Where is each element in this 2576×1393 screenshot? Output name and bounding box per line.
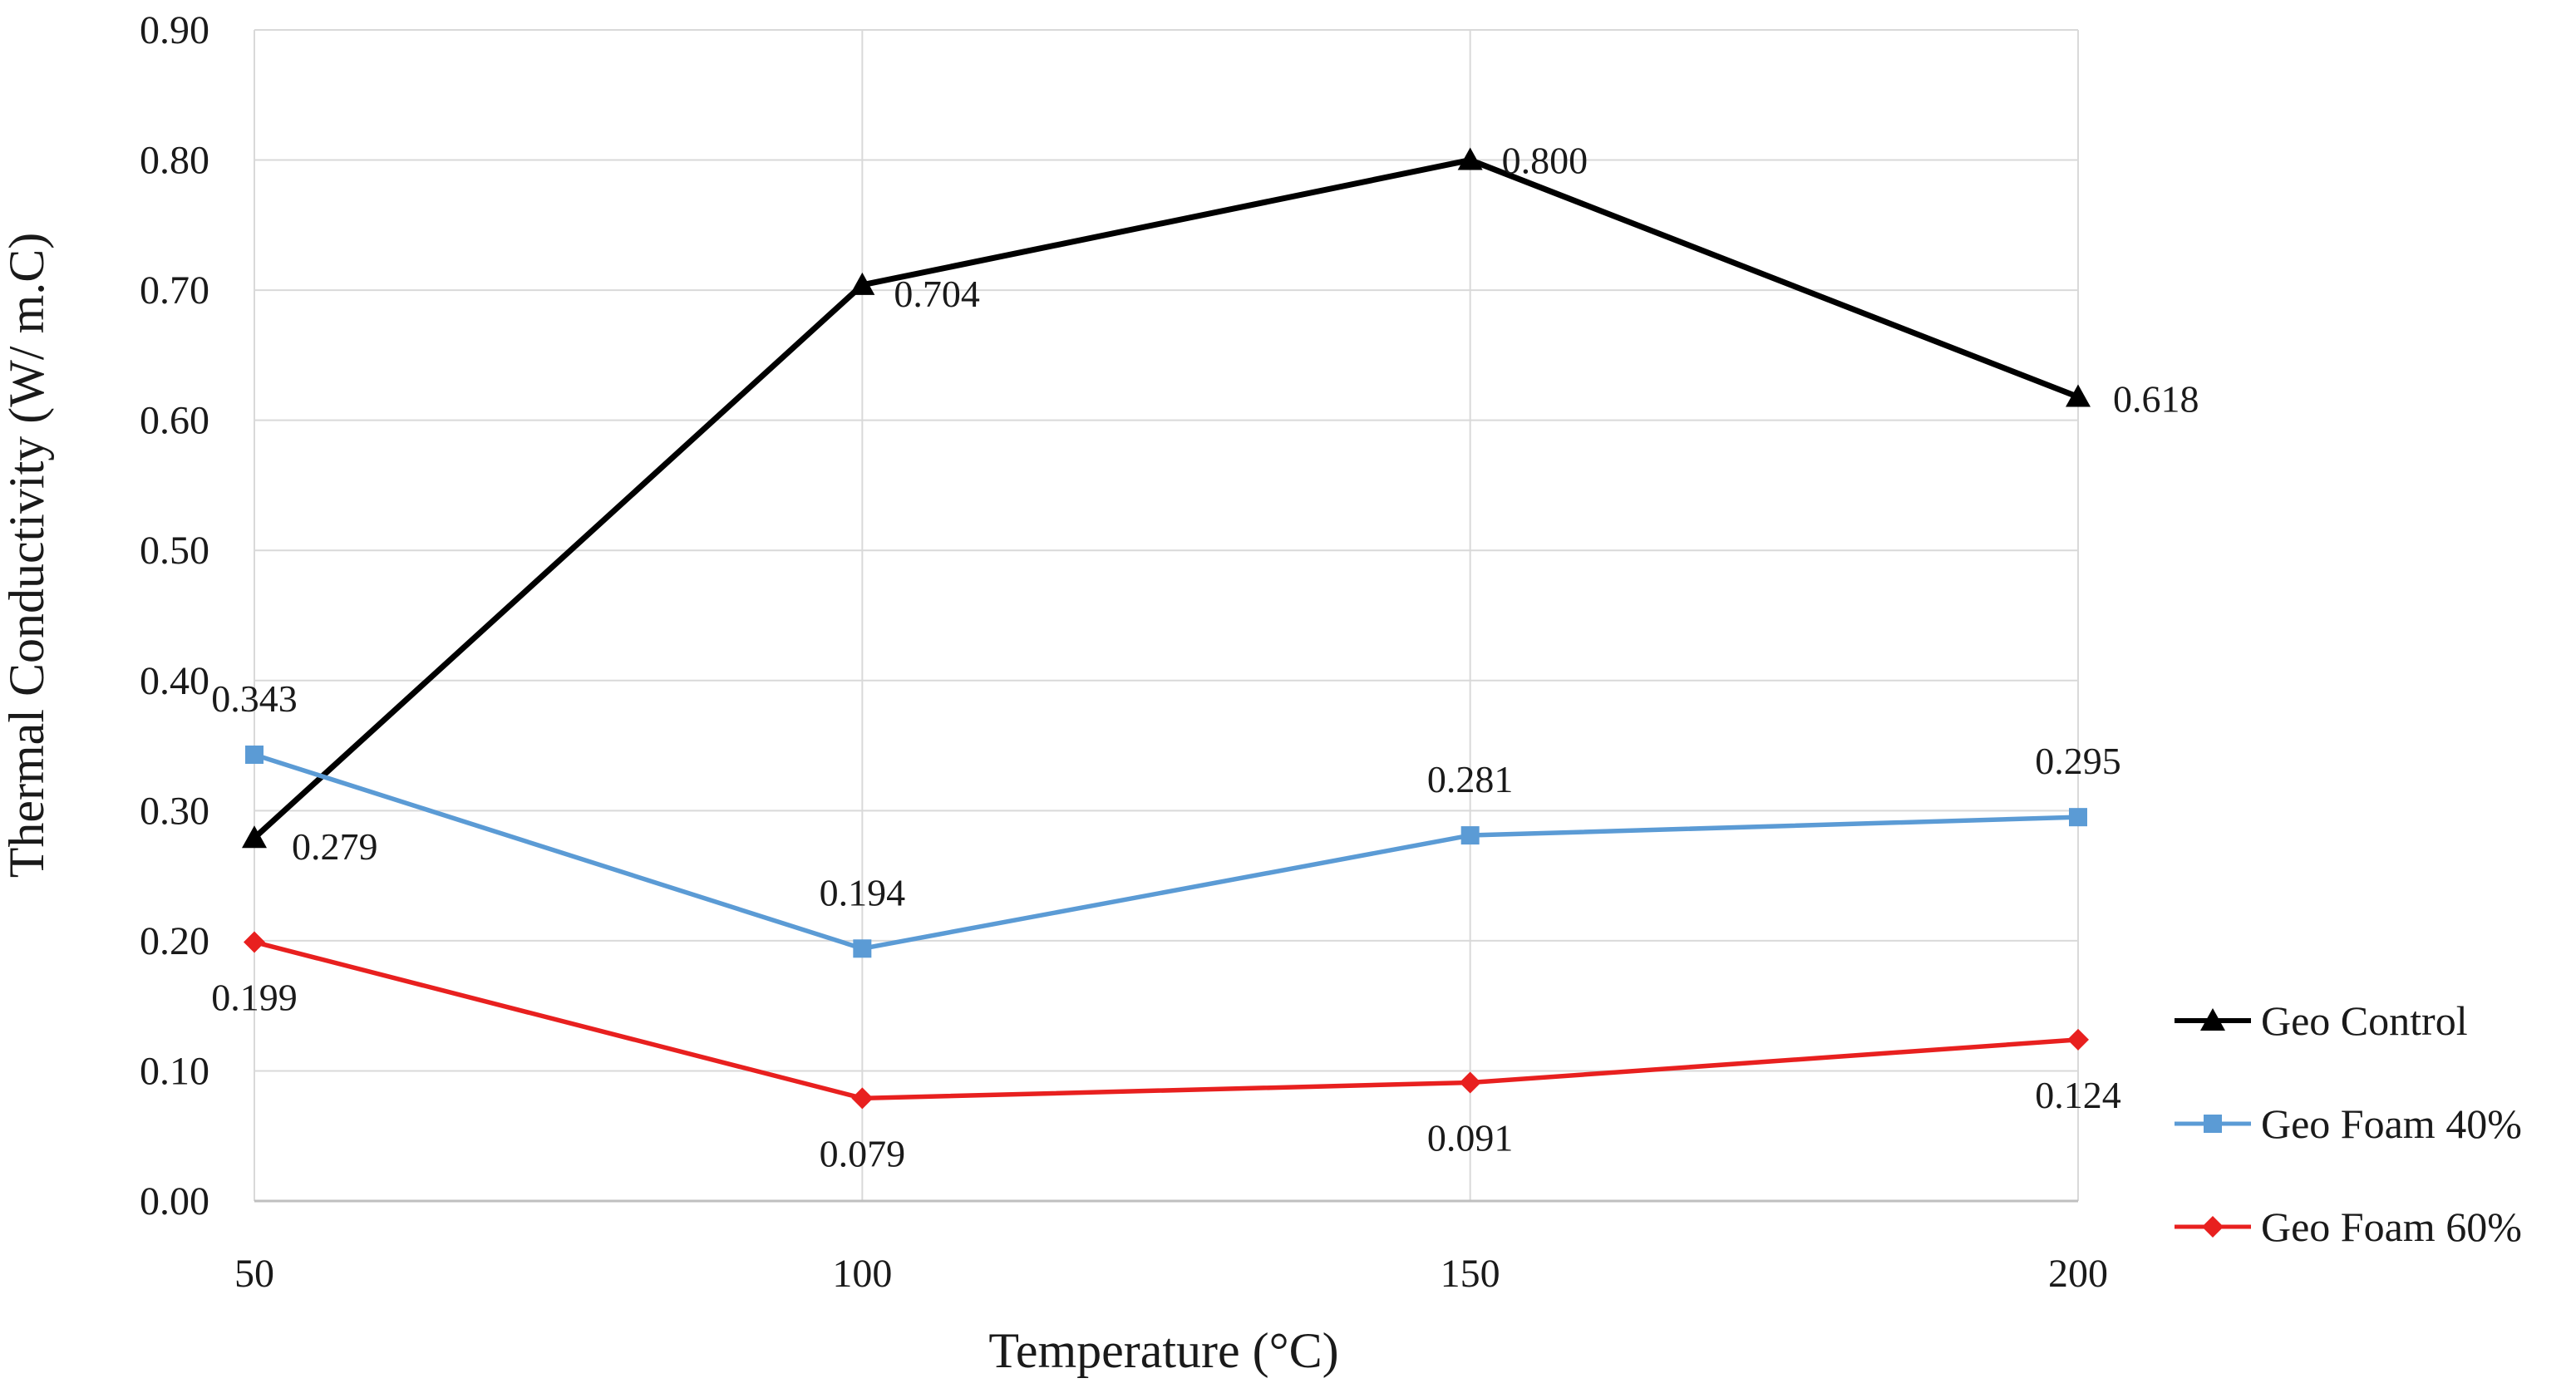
geo-foam-60-data-label: 0.124: [2035, 1074, 2121, 1116]
x-axis-title: Temperature (°C): [988, 1323, 1338, 1378]
x-tick-label: 100: [832, 1252, 892, 1296]
y-tick-label: 0.90: [140, 8, 209, 52]
y-tick-label: 0.60: [140, 399, 209, 443]
geo-foam-40-point: [1460, 826, 1480, 845]
geo-control-data-label: 0.800: [1502, 140, 1588, 182]
geo-foam-60-point: [851, 1087, 874, 1110]
x-tick-label: 50: [234, 1252, 274, 1296]
y-tick-label: 0.00: [140, 1179, 209, 1223]
legend-geo-foam-60-swatch-marker: [2202, 1216, 2224, 1238]
geo-foam-40-data-label: 0.194: [820, 871, 906, 913]
legend-geo-foam-40-label: Geo Foam 40%: [2261, 1100, 2522, 1147]
geo-foam-60-point: [1459, 1071, 1481, 1094]
label-layer: 0.279 0.704 0.800 0.618 0.343 0.194 0.281 0.295…: [211, 140, 2199, 1175]
geo-foam-40-data-label: 0.281: [1427, 758, 1514, 800]
geo-control-point: [242, 825, 267, 849]
geo-foam-60-point: [2067, 1028, 2089, 1051]
x-tick-label: 150: [1441, 1252, 1500, 1296]
y-tick-label: 0.30: [140, 789, 209, 833]
geo-foam-40-point: [853, 939, 872, 958]
y-tick-label: 0.70: [140, 268, 209, 313]
series-layer: [242, 147, 2091, 1110]
geo-foam-40-data-label: 0.343: [211, 677, 298, 720]
legend-geo-foam-60-label: Geo Foam 60%: [2261, 1203, 2522, 1250]
legend-layer: Geo Control Geo Foam 40% Geo Foam 60%: [2175, 997, 2522, 1250]
geo-control-line: [252, 157, 2080, 840]
grid-layer: [254, 29, 2079, 1202]
geo-control-point: [2066, 384, 2091, 407]
legend-geo-foam-40-swatch-marker: [2204, 1115, 2222, 1133]
geo-foam-60-data-label: 0.079: [820, 1132, 906, 1174]
y-tick-label: 0.40: [140, 659, 209, 703]
legend-geo-control-swatch-marker: [2200, 1008, 2225, 1031]
geo-foam-60-data-label: 0.199: [211, 976, 298, 1018]
geo-foam-40-data-label: 0.295: [2035, 740, 2121, 782]
geo-foam-40-point: [2069, 808, 2087, 827]
geo-control-data-label: 0.618: [2113, 377, 2199, 420]
geo-control-data-label: 0.704: [894, 273, 980, 315]
geo-control-point: [1457, 147, 1483, 170]
y-tick-label: 0.80: [140, 139, 209, 183]
y-tick-label: 0.50: [140, 529, 209, 573]
x-tick-label: 200: [2048, 1252, 2108, 1296]
geo-foam-60-data-label: 0.091: [1427, 1117, 1514, 1159]
geo-control-data-label: 0.279: [292, 825, 378, 868]
y-tick-label: 0.10: [140, 1049, 209, 1093]
y-tick-label: 0.20: [140, 919, 209, 963]
legend-geo-control-label: Geo Control: [2261, 997, 2468, 1044]
geo-foam-60-line: [254, 939, 2079, 1101]
geo-foam-40-point: [245, 746, 264, 765]
geo-foam-60-point: [244, 931, 265, 953]
y-axis-title: Thermal Conductivity (W/ m.C): [0, 233, 54, 879]
geo-foam-40-line: [254, 752, 2079, 952]
axis-layer: 0.00 0.10 0.20 0.30 0.40 0.50 0.60 0.70 0.80 0.90…: [140, 8, 2108, 1296]
geo-control-point: [850, 272, 875, 295]
